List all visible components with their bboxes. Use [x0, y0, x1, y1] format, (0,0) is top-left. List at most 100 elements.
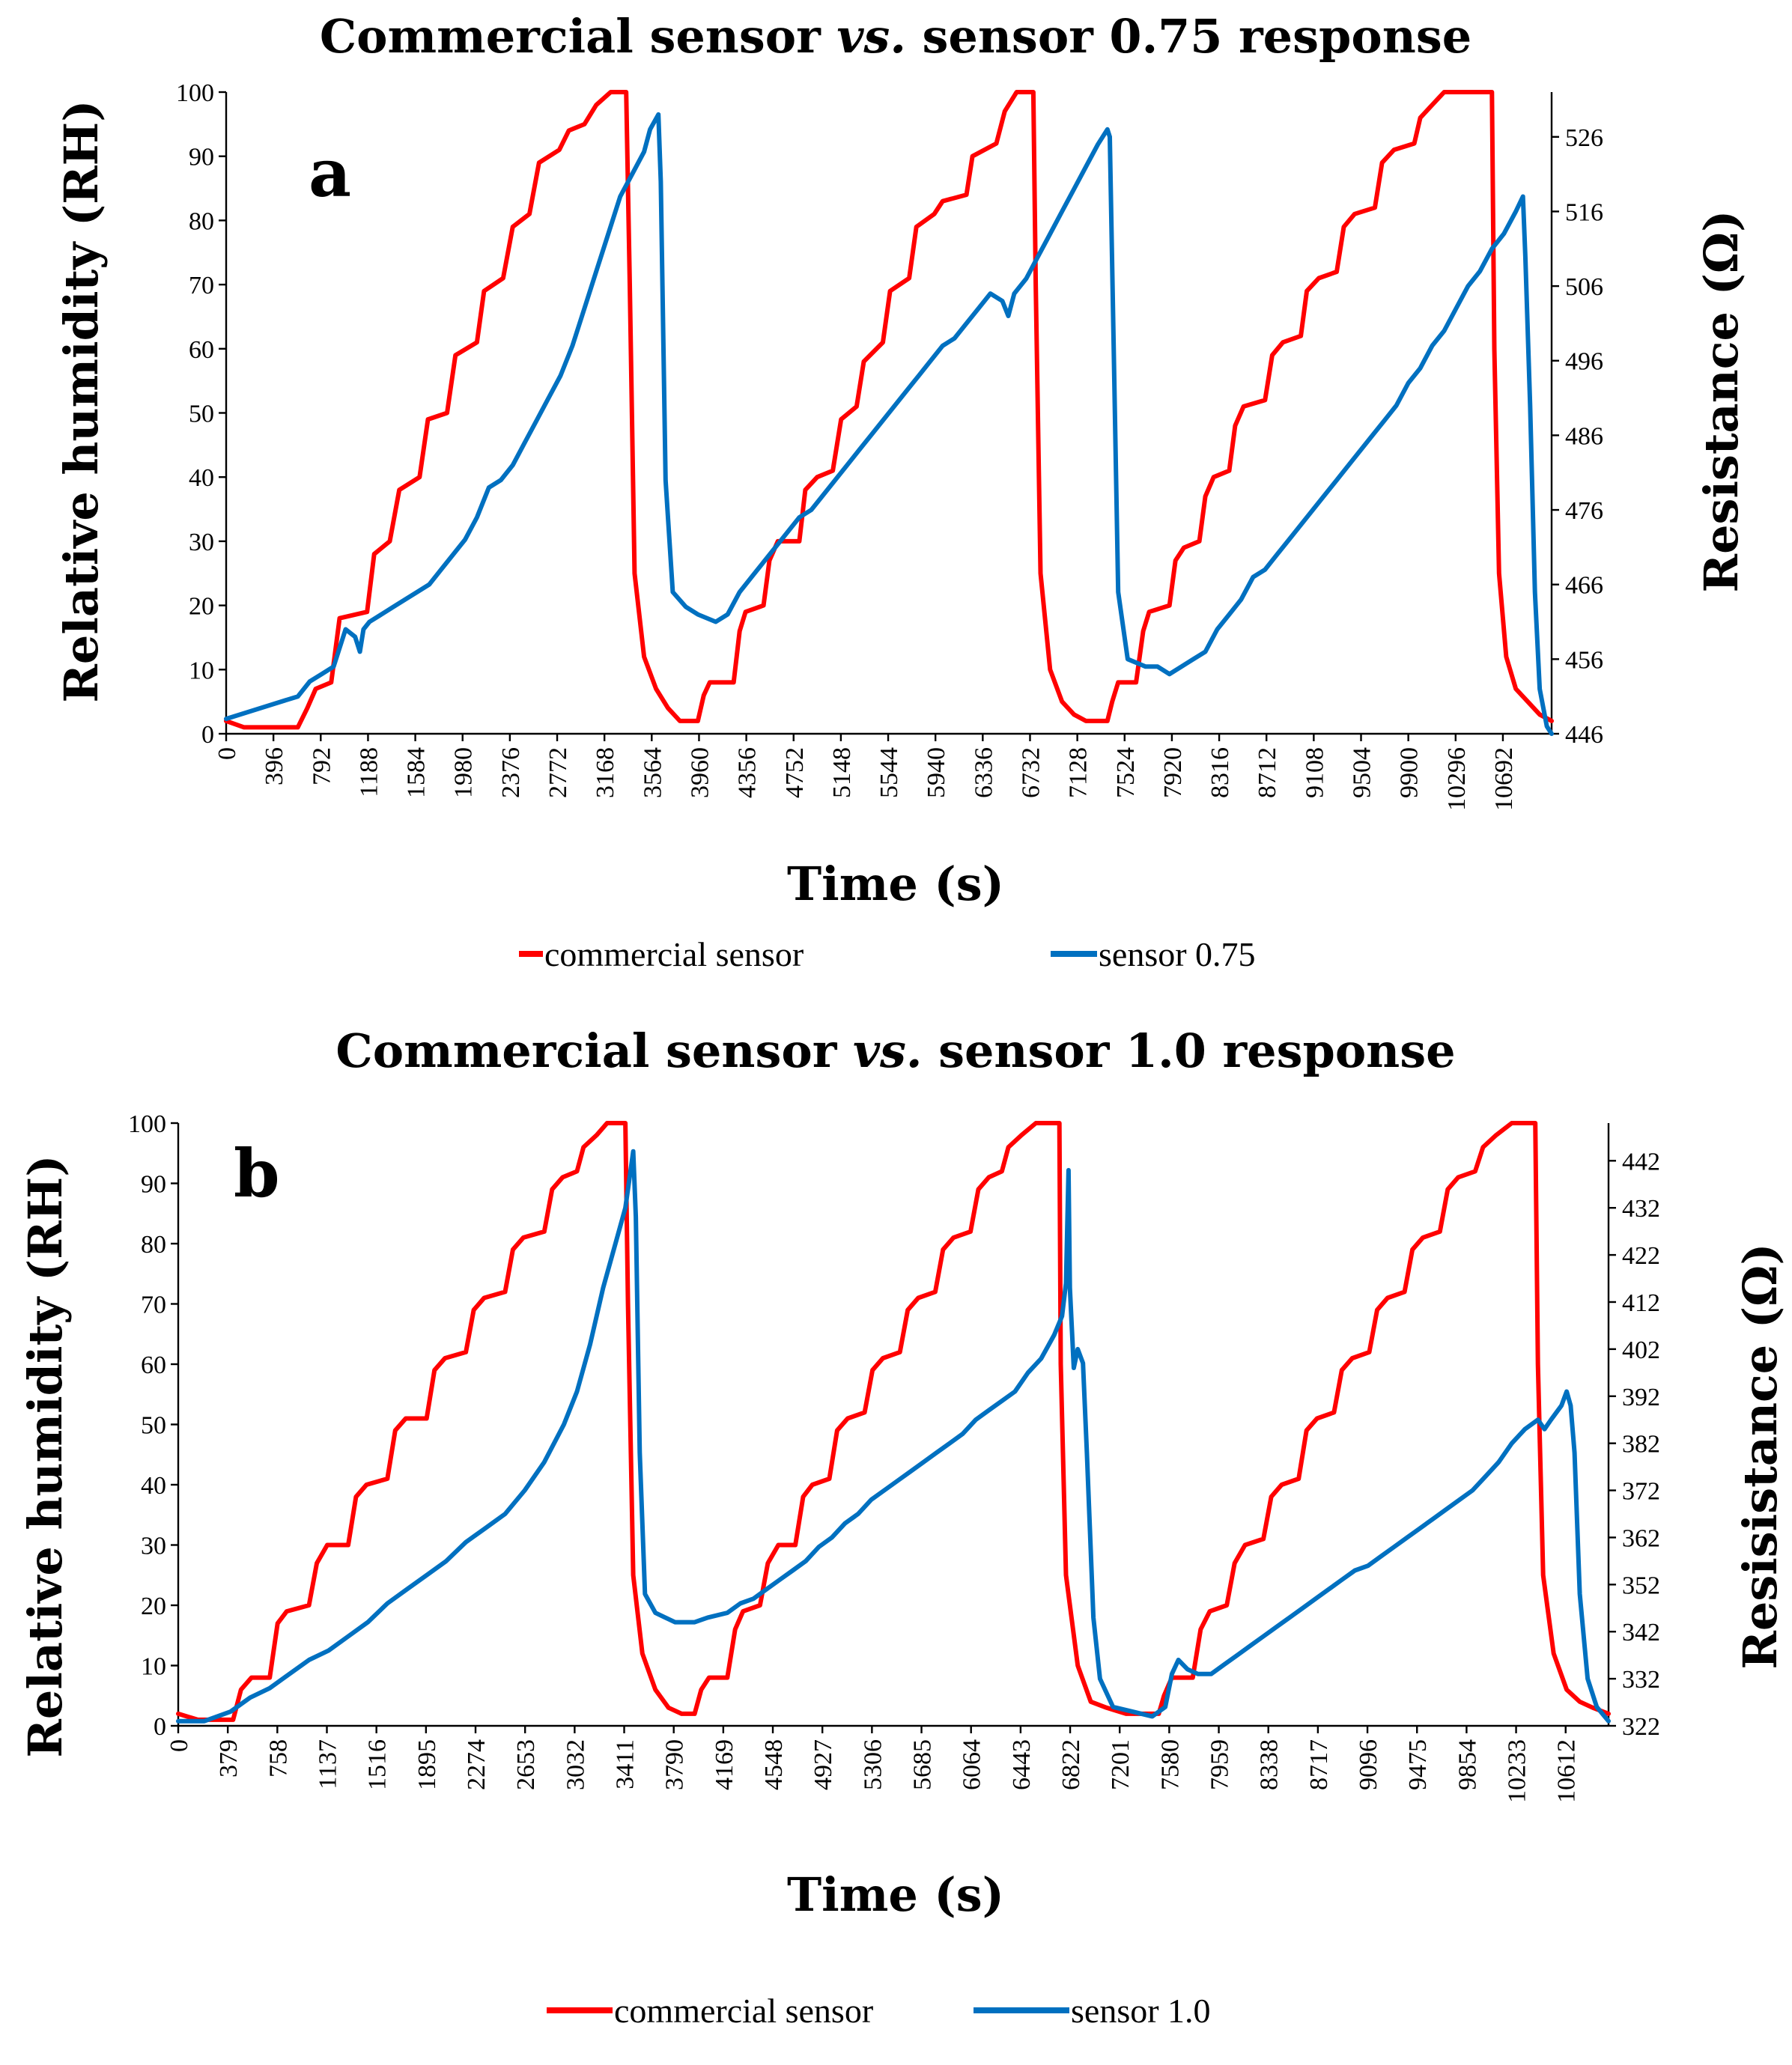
x-tick-label: 3168	[592, 747, 619, 798]
x-tick-label: 8717	[1305, 1739, 1333, 1790]
series-sensor-075	[224, 112, 1554, 736]
y-tick-label: 10	[189, 657, 214, 684]
x-tick-label: 7959	[1206, 1739, 1234, 1790]
x-tick-label: 1516	[364, 1739, 392, 1790]
y2-tick-label: 442	[1622, 1148, 1660, 1176]
y-tick-label: 20	[141, 1593, 166, 1620]
y-tick-label: 100	[176, 79, 214, 107]
y2-tick-label: 422	[1622, 1242, 1660, 1270]
x-tick-label: 8712	[1254, 747, 1281, 798]
x-tick-label: 3032	[562, 1739, 589, 1790]
y2-tick-label: 486	[1565, 422, 1603, 450]
x-tick-label: 6064	[959, 1739, 986, 1790]
x-tick-label: 3411	[612, 1739, 640, 1789]
legend-b: commercial sensor sensor 1.0	[547, 1992, 1211, 2030]
x-tick-label: 396	[261, 747, 288, 785]
x-axis-ticks-b: 0 379 758 1137 1516 1895 2274 2653 3032 3411 3790 4…	[165, 1726, 1581, 1803]
x-tick-label: 1980	[450, 747, 478, 798]
y2-tick-label: 432	[1622, 1195, 1660, 1223]
y2-tick-label: 392	[1622, 1384, 1660, 1411]
y-tick-label: 40	[189, 464, 214, 492]
x-tick-label: 0	[213, 747, 241, 760]
x-tick-label: 7201	[1107, 1739, 1135, 1790]
x-tick-label: 6732	[1017, 747, 1045, 798]
x-tick-label: 9475	[1404, 1739, 1432, 1790]
x-tick-label: 1137	[315, 1739, 342, 1789]
y2-axis-ticks-a: 446 456 466 476 486 496 506 516 526	[1552, 124, 1603, 749]
y-axis-title-a: Relative humidity (RH)	[54, 100, 109, 702]
x-tick-label: 7524	[1112, 747, 1140, 798]
x-tick-label: 7580	[1156, 1739, 1184, 1790]
x-tick-label: 6336	[970, 747, 997, 798]
x-tick-label: 3564	[639, 747, 666, 798]
x-tick-label: 5685	[909, 1739, 937, 1790]
y-tick-label: 90	[189, 144, 214, 171]
legend-label-sensor-10: sensor 1.0	[1071, 1992, 1211, 2030]
y2-tick-label: 322	[1622, 1713, 1660, 1741]
x-axis-title-a: Time (s)	[787, 857, 1004, 911]
x-tick-label: 9900	[1396, 747, 1424, 798]
panel-a: Commercial sensor vs. sensor 0.75 respon…	[54, 9, 1749, 973]
y-tick-label: 60	[189, 336, 214, 364]
y2-axis-title-b: Resisistance (Ω)	[1733, 1243, 1788, 1669]
series-commercial-sensor-b	[176, 1121, 1611, 1722]
x-tick-label: 2772	[544, 747, 572, 798]
series-layer-b	[176, 1121, 1611, 1724]
x-axis-ticks-a: 0 396 792 1188 1584 1980 2376 2772 3168 3564 3960 4…	[213, 734, 1518, 811]
x-tick-label: 2274	[463, 1739, 490, 1790]
x-tick-label: 4548	[760, 1739, 788, 1790]
x-tick-label: 7128	[1065, 747, 1093, 798]
x-tick-label: 10612	[1553, 1739, 1581, 1803]
y-tick-label: 0	[201, 721, 214, 749]
y2-tick-label: 352	[1622, 1572, 1660, 1599]
y2-tick-label: 402	[1622, 1336, 1660, 1364]
x-tick-label: 379	[215, 1739, 243, 1777]
y-tick-label: 30	[189, 529, 214, 556]
x-tick-label: 758	[264, 1739, 292, 1777]
x-axis-title-b: Time (s)	[787, 1867, 1004, 1922]
x-tick-label: 1895	[413, 1739, 441, 1790]
x-tick-label: 1584	[403, 747, 431, 798]
x-tick-label: 8338	[1256, 1739, 1284, 1790]
y2-tick-label: 342	[1622, 1619, 1660, 1646]
x-tick-label: 6443	[1008, 1739, 1036, 1790]
series-commercial-sensor-a	[224, 90, 1554, 730]
y-tick-label: 20	[189, 593, 214, 621]
y-tick-label: 50	[189, 401, 214, 428]
y-tick-label: 60	[141, 1351, 166, 1379]
x-tick-label: 9108	[1301, 747, 1328, 798]
x-tick-label: 10233	[1504, 1739, 1531, 1803]
x-tick-label: 7920	[1159, 747, 1187, 798]
x-tick-label: 3790	[661, 1739, 689, 1790]
x-tick-label: 8316	[1206, 747, 1234, 798]
y-tick-label: 80	[189, 207, 214, 235]
y2-tick-label: 466	[1565, 572, 1603, 600]
y2-tick-label: 496	[1565, 348, 1603, 376]
y2-axis-ticks-b: 322 332 342 352 362 372 382 392 402 412 422 432 442	[1609, 1148, 1660, 1741]
y2-tick-label: 506	[1565, 273, 1603, 301]
y2-tick-label: 446	[1565, 721, 1603, 749]
x-tick-label: 4169	[711, 1739, 738, 1790]
y2-tick-label: 362	[1622, 1524, 1660, 1552]
legend-label-commercial-b: commercial sensor	[614, 1992, 873, 2030]
y-tick-label: 50	[141, 1412, 166, 1440]
x-tick-label: 4927	[810, 1739, 837, 1790]
y-tick-label: 90	[141, 1171, 166, 1199]
y-tick-label: 30	[141, 1533, 166, 1560]
x-tick-label: 5148	[828, 747, 856, 798]
legend-label-sensor-075: sensor 0.75	[1099, 935, 1256, 973]
x-tick-label: 9854	[1454, 1739, 1481, 1790]
y2-axis-title-a: Resistance (Ω)	[1694, 210, 1749, 593]
y2-tick-label: 516	[1565, 198, 1603, 226]
y-tick-label: 100	[128, 1110, 166, 1138]
x-tick-label: 3960	[686, 747, 714, 798]
series-sensor-10	[176, 1149, 1611, 1724]
y-tick-label: 70	[189, 272, 214, 299]
panel-b: Commercial sensor vs. sensor 1.0 respons…	[18, 1024, 1788, 2030]
x-tick-label: 792	[308, 747, 335, 785]
y2-tick-label: 476	[1565, 497, 1603, 525]
y-tick-label: 10	[141, 1653, 166, 1681]
x-tick-label: 2653	[512, 1739, 540, 1790]
y-tick-label: 70	[141, 1292, 166, 1319]
